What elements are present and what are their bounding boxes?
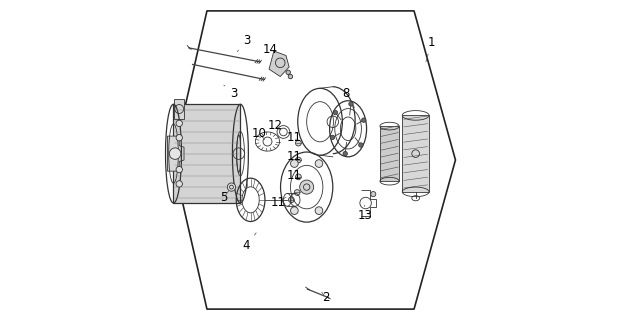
Text: 14: 14: [262, 43, 278, 59]
Circle shape: [291, 160, 298, 167]
Polygon shape: [168, 136, 184, 171]
Circle shape: [176, 134, 183, 141]
Text: 3: 3: [237, 34, 250, 52]
Circle shape: [330, 135, 335, 140]
Circle shape: [286, 70, 291, 75]
Text: 2: 2: [322, 291, 330, 304]
Polygon shape: [174, 99, 184, 119]
Text: 11: 11: [271, 196, 286, 209]
Circle shape: [315, 207, 323, 214]
Polygon shape: [269, 51, 289, 76]
Circle shape: [289, 197, 294, 203]
Text: 8: 8: [343, 87, 355, 108]
Circle shape: [294, 190, 300, 196]
Circle shape: [315, 160, 323, 167]
Circle shape: [371, 192, 376, 197]
Text: 11: 11: [286, 169, 301, 182]
Circle shape: [349, 102, 353, 106]
Text: 11: 11: [286, 150, 301, 163]
Text: 1: 1: [426, 36, 435, 62]
Circle shape: [176, 120, 183, 126]
Text: 4: 4: [242, 233, 256, 252]
Text: 5: 5: [220, 191, 229, 204]
Circle shape: [176, 166, 183, 173]
Text: 12: 12: [267, 119, 283, 132]
Polygon shape: [173, 104, 240, 203]
Circle shape: [296, 140, 301, 146]
Polygon shape: [402, 116, 429, 192]
Circle shape: [288, 74, 292, 79]
Circle shape: [227, 183, 235, 191]
Circle shape: [343, 151, 347, 156]
Text: 13: 13: [358, 205, 373, 222]
Text: 3: 3: [224, 85, 237, 100]
Circle shape: [358, 143, 363, 147]
Circle shape: [296, 157, 301, 163]
Circle shape: [300, 180, 314, 194]
Circle shape: [361, 118, 366, 122]
Circle shape: [176, 181, 183, 187]
Circle shape: [170, 148, 181, 159]
Circle shape: [291, 207, 298, 214]
Polygon shape: [380, 126, 399, 181]
Circle shape: [296, 174, 301, 180]
Text: 10: 10: [252, 127, 267, 140]
Text: 11: 11: [286, 131, 301, 144]
Circle shape: [333, 110, 338, 115]
